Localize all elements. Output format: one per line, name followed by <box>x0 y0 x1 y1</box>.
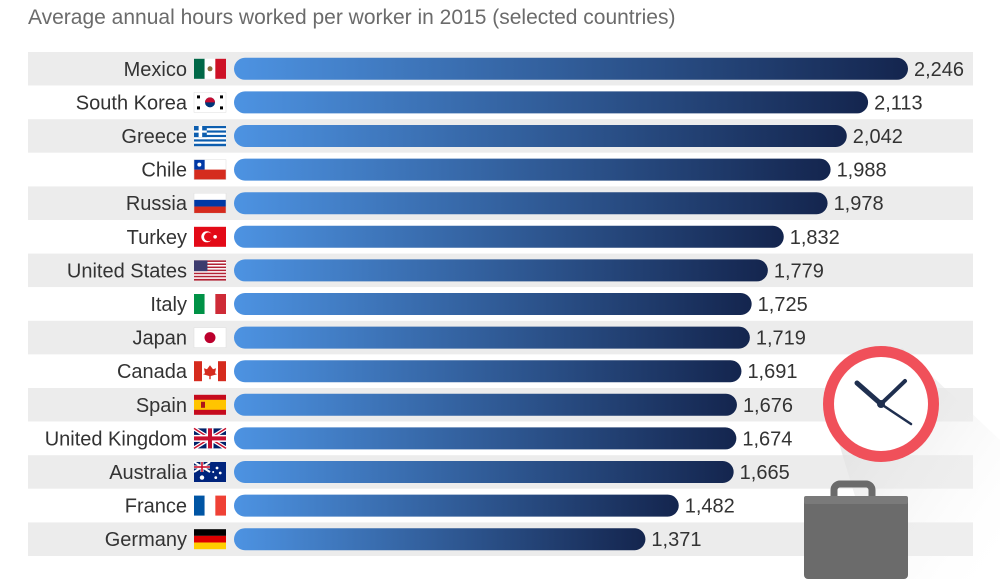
briefcase-icon <box>804 480 908 579</box>
category-label: Greece <box>121 126 187 148</box>
bar <box>234 125 847 147</box>
chile-flag-icon <box>193 159 227 180</box>
data-label: 2,042 <box>853 126 903 148</box>
data-label: 1,665 <box>740 462 790 484</box>
category-label: France <box>125 496 187 518</box>
bar-group: Mexico 2,246 South Korea 2,113 Greece 2,042 Ch… <box>45 57 964 551</box>
russia-flag-icon <box>193 192 227 214</box>
bar <box>234 461 734 483</box>
australia-flag-icon <box>193 461 226 482</box>
turkey-flag-icon <box>194 226 226 247</box>
data-label: 2,113 <box>874 92 923 114</box>
bar <box>234 293 752 315</box>
united-states-flag-icon <box>194 260 226 281</box>
category-label: Turkey <box>127 227 187 249</box>
data-label: 1,371 <box>651 529 701 551</box>
data-label: 1,725 <box>758 294 808 316</box>
data-label: 1,674 <box>742 428 792 450</box>
category-label: Australia <box>109 462 188 484</box>
data-label: 1,988 <box>837 160 887 182</box>
data-label: 1,978 <box>834 193 884 215</box>
category-label: South Korea <box>76 92 188 114</box>
category-label: Russia <box>126 193 188 215</box>
bar <box>234 326 750 349</box>
bar <box>234 192 828 215</box>
category-label: United Kingdom <box>45 428 187 450</box>
greece-flag-icon <box>194 126 226 147</box>
category-label: Canada <box>117 361 188 383</box>
data-label: 1,832 <box>790 227 840 249</box>
category-label: United States <box>67 260 187 282</box>
category-label: Mexico <box>124 59 187 81</box>
bar <box>234 360 742 383</box>
data-label: 1,482 <box>685 496 735 518</box>
category-label: Italy <box>150 294 187 316</box>
bar <box>234 158 831 181</box>
bar <box>234 91 869 114</box>
bar <box>234 57 908 80</box>
data-label: 2,246 <box>914 59 964 81</box>
spain-flag-icon <box>194 394 226 415</box>
japan-flag-icon <box>193 327 227 348</box>
italy-flag-icon <box>194 294 226 314</box>
category-label: Chile <box>141 160 187 182</box>
bar <box>234 259 768 282</box>
chart-title: Average annual hours worked per worker i… <box>28 6 675 29</box>
united-kingdom-flag-icon <box>192 426 228 451</box>
bar <box>234 427 737 450</box>
category-label: Japan <box>133 328 188 350</box>
bar <box>234 393 737 416</box>
data-label: 1,676 <box>743 395 793 417</box>
data-label: 1,779 <box>774 260 824 282</box>
canada-flag-icon <box>194 361 226 382</box>
germany-flag-icon <box>194 529 226 550</box>
bar <box>234 494 679 517</box>
south-korea-flag-icon <box>193 92 227 113</box>
category-label: Spain <box>136 395 187 417</box>
data-label: 1,691 <box>747 361 797 383</box>
data-label: 1,719 <box>756 328 806 350</box>
bar <box>234 528 646 551</box>
category-label: Germany <box>105 529 187 551</box>
france-flag-icon <box>194 495 226 516</box>
mexico-flag-icon <box>194 58 226 79</box>
bar <box>234 225 784 248</box>
